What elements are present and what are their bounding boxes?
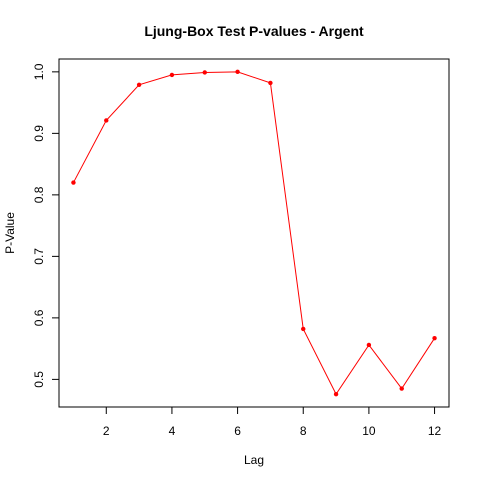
data-point	[301, 326, 306, 332]
series-line	[73, 71, 435, 396]
data-point	[235, 69, 240, 75]
x-axis-label: Lag	[244, 453, 264, 467]
x-tick-label: 8	[300, 424, 307, 438]
data-point	[399, 386, 404, 391]
data-point	[366, 342, 372, 348]
data-point	[202, 70, 207, 75]
x-axis: 2 4 6 8 10 12	[103, 406, 442, 438]
y-tick-label: 0.8	[32, 186, 46, 203]
x-tick-label: 6	[234, 424, 241, 438]
data-point	[136, 82, 142, 87]
y-tick-label: 0.5	[32, 371, 46, 388]
x-tick-label: 4	[169, 424, 176, 438]
chart-title: Ljung-Box Test P-values - Argent	[144, 23, 364, 39]
data-point	[71, 180, 76, 185]
y-tick-label: 0.9	[32, 125, 46, 142]
y-tick-label: 0.6	[32, 309, 46, 326]
data-point	[432, 335, 437, 341]
y-tick-label: 0.7	[32, 248, 46, 265]
x-tick-label: 10	[362, 424, 376, 438]
data-point	[333, 391, 339, 397]
data-point	[104, 118, 109, 123]
data-point	[268, 80, 273, 86]
x-tick-label: 12	[428, 424, 442, 438]
y-axis: 0.5 0.6 0.7 0.8 0.9 1.0	[32, 63, 60, 388]
y-axis-label: P-Value	[3, 212, 17, 254]
x-tick-label: 2	[103, 424, 110, 438]
data-point	[169, 72, 175, 78]
y-tick-label: 1.0	[32, 63, 46, 80]
series-layer	[71, 69, 437, 397]
